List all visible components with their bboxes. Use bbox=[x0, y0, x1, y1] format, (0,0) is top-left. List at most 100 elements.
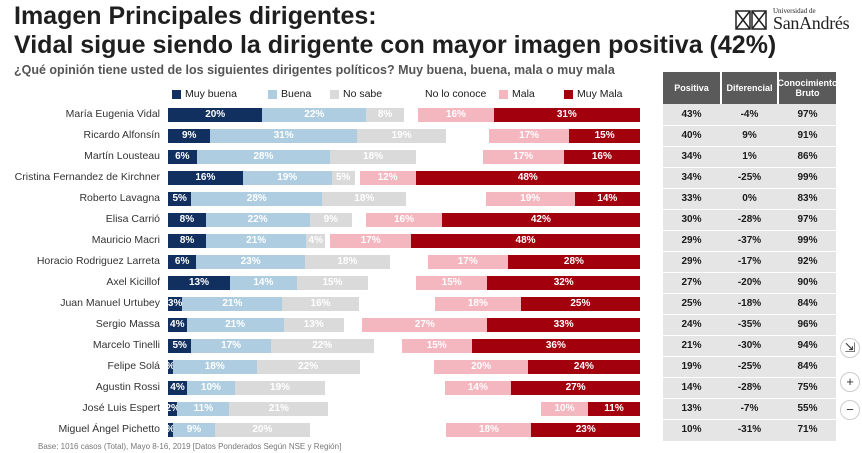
table-cell: 34% bbox=[681, 151, 702, 162]
table-cell: 29% bbox=[681, 235, 702, 246]
bar-data-label: 36% bbox=[545, 340, 566, 351]
bar-segment: 20% bbox=[434, 359, 528, 374]
table-row-separator bbox=[663, 356, 836, 357]
bar-data-label: 27% bbox=[565, 382, 586, 393]
legend-item: Muy buena bbox=[172, 87, 237, 101]
table-cell: 40% bbox=[681, 130, 702, 141]
table-header-cell: Conocimiento Bruto bbox=[778, 72, 838, 104]
bar-data-label: 10% bbox=[200, 382, 221, 393]
bar-data-label: 15% bbox=[441, 277, 462, 288]
table-cell: 21% bbox=[681, 340, 702, 351]
bar-data-label: 33% bbox=[553, 319, 574, 330]
bar-segment: 17% bbox=[191, 338, 271, 353]
bar-data-label: 16% bbox=[393, 214, 414, 225]
bar-data-label: 11% bbox=[604, 403, 624, 414]
bar-data-label: 8% bbox=[179, 235, 195, 246]
bar-segment: 12% bbox=[359, 170, 416, 185]
table-cell: -17% bbox=[737, 256, 762, 267]
table-row-separator bbox=[663, 125, 836, 126]
category-label: Marcelo Tinelli bbox=[92, 339, 160, 351]
bar-segment: 5% bbox=[331, 170, 355, 185]
legend-label: Buena bbox=[281, 88, 312, 100]
bar-segment: 31% bbox=[210, 128, 357, 143]
bar-data-label: % bbox=[168, 424, 173, 435]
table-header-cell: Positiva bbox=[663, 72, 720, 104]
bar-segment: 28% bbox=[507, 254, 640, 269]
bar-segment: 11% bbox=[177, 401, 230, 416]
legend-swatch bbox=[499, 89, 508, 99]
table-row-separator bbox=[663, 335, 836, 336]
bar-data-label: 14% bbox=[467, 382, 488, 393]
bar-data-label: 32% bbox=[553, 277, 574, 288]
zoom-in-button[interactable]: + bbox=[840, 372, 860, 392]
category-label: Horacio Rodriguez Larreta bbox=[36, 255, 160, 267]
collapse-arrows-icon[interactable]: ⇲ bbox=[840, 338, 860, 358]
bar-data-label: 9% bbox=[323, 214, 339, 225]
bar-data-label: 20% bbox=[205, 109, 226, 120]
table-cell: 34% bbox=[681, 172, 702, 183]
bar-data-label: 21% bbox=[268, 403, 289, 414]
table-cell: -18% bbox=[737, 298, 762, 309]
table-cell: 27% bbox=[681, 277, 702, 288]
bar-data-label: 12% bbox=[377, 172, 398, 183]
bar-data-label: 22% bbox=[312, 340, 333, 351]
bar-segment: 4% bbox=[168, 317, 187, 332]
bar-segment bbox=[354, 170, 360, 185]
bar-data-label: 9% bbox=[182, 130, 197, 141]
bar-segment: 11% bbox=[588, 401, 640, 416]
table-cell: 71% bbox=[797, 424, 818, 435]
bar-data-label: 48% bbox=[515, 235, 536, 246]
category-label: Felipe Solá bbox=[107, 360, 160, 372]
bar-segment bbox=[343, 317, 363, 332]
bar-segment: 10% bbox=[540, 401, 589, 416]
table-cell: 10% bbox=[681, 424, 702, 435]
bar-data-label: 15% bbox=[426, 340, 447, 351]
bar-segment: 42% bbox=[441, 212, 640, 227]
bar-segment: 28% bbox=[191, 191, 323, 206]
zoom-out-button[interactable]: − bbox=[840, 400, 860, 420]
bar-segment: 6% bbox=[168, 149, 197, 164]
bar-segment: 22% bbox=[205, 212, 310, 227]
category-label: Agustin Rossi bbox=[95, 381, 160, 393]
bar-segment bbox=[446, 128, 489, 143]
bar-segment: 17% bbox=[488, 128, 570, 143]
category-label: Martín Lousteau bbox=[84, 150, 160, 162]
bar-segment: 24% bbox=[527, 359, 640, 374]
category-label: Juan Manuel Urtubey bbox=[60, 297, 160, 309]
category-label: Axel Kicillof bbox=[106, 276, 160, 288]
bar-segment: 19% bbox=[356, 128, 447, 143]
table-cell: -37% bbox=[737, 235, 762, 246]
table-cell: -28% bbox=[737, 382, 762, 393]
bar-segment: 2% bbox=[168, 401, 178, 416]
legend-label: No sabe bbox=[343, 88, 383, 100]
bar-segment bbox=[352, 212, 367, 227]
table-cell: 0% bbox=[742, 193, 757, 204]
bar-data-label: 25% bbox=[570, 298, 591, 309]
logo-text-small: Universidad de bbox=[773, 7, 816, 15]
bar-data-label: 4% bbox=[170, 319, 185, 330]
bar-segment: 5% bbox=[168, 338, 192, 353]
bar-data-label: 14% bbox=[253, 277, 274, 288]
bar-data-label: 21% bbox=[225, 319, 246, 330]
bar-data-label: 28% bbox=[253, 151, 274, 162]
bar-segment: 19% bbox=[234, 380, 326, 395]
category-label: Roberto Lavagna bbox=[79, 192, 160, 204]
bar-segment: 15% bbox=[415, 275, 488, 290]
bar-segment: 23% bbox=[531, 422, 640, 437]
bar-segment: 9% bbox=[309, 212, 353, 227]
table-row-separator bbox=[663, 398, 836, 399]
table-cell: -28% bbox=[737, 214, 762, 225]
table-cell: 25% bbox=[681, 298, 702, 309]
bar-segment: 48% bbox=[411, 233, 640, 248]
table-row-separator bbox=[663, 293, 836, 294]
bar-data-label: % bbox=[168, 361, 173, 372]
bar-data-label: 48% bbox=[517, 172, 538, 183]
bar-data-label: 5% bbox=[172, 340, 187, 351]
table-cell: 43% bbox=[681, 109, 702, 120]
bar-segment: 16% bbox=[168, 170, 243, 185]
bar-segment bbox=[389, 254, 428, 269]
bar-data-label: 5% bbox=[336, 172, 351, 183]
table-cell: -4% bbox=[740, 109, 759, 120]
bar-segment bbox=[328, 401, 541, 416]
legend-swatch bbox=[564, 89, 573, 99]
